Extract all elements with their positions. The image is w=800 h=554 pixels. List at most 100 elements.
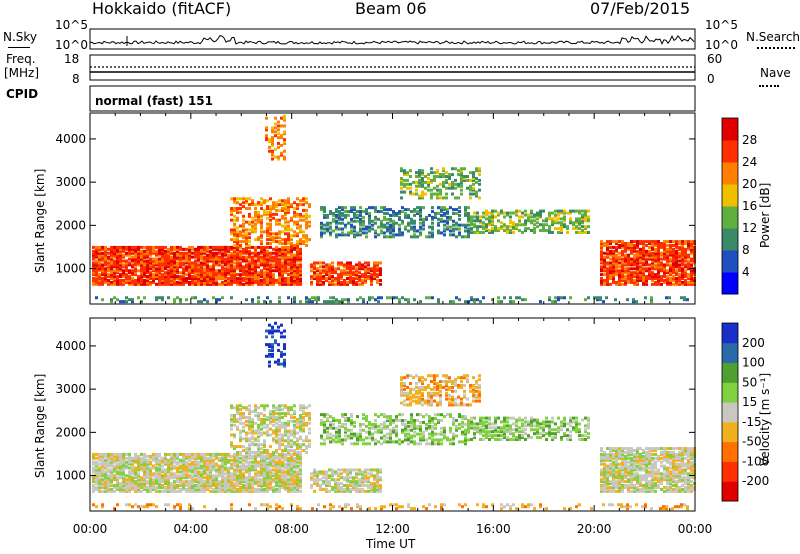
- echo-midnight-low: [340, 277, 343, 281]
- echo-ground-scatter: [509, 296, 512, 300]
- echo-midnight-low: [373, 273, 376, 277]
- echo-near-range: [260, 280, 263, 284]
- echo-evening: [660, 242, 663, 246]
- echo-near-range: [161, 476, 164, 480]
- echo-near-range: [296, 460, 299, 464]
- echo-central-band: [350, 223, 353, 227]
- echo-upper-patch: [460, 175, 463, 179]
- echo-rising-arc: [272, 216, 275, 220]
- echo-near-range: [269, 278, 272, 282]
- echo-near-range: [281, 452, 284, 456]
- power-colorbar-segment: [722, 206, 738, 229]
- echo-central-band: [452, 223, 455, 227]
- echo-midnight-low: [334, 277, 337, 281]
- echo-afternoon-band: [578, 217, 581, 221]
- echo-afternoon-band: [575, 209, 578, 213]
- echo-ground-scatter: [380, 296, 383, 300]
- echo-central-band: [338, 210, 341, 214]
- echo-near-range: [188, 245, 191, 249]
- echo-near-range: [95, 464, 98, 468]
- echo-afternoon-band: [494, 229, 497, 233]
- echo-near-range: [191, 464, 194, 468]
- echo-near-range: [269, 277, 272, 281]
- echo-rising-arc: [263, 450, 266, 454]
- echo-near-range: [281, 468, 284, 472]
- echo-near-range: [98, 257, 101, 261]
- echo-near-range: [146, 487, 149, 491]
- echo-near-range: [254, 487, 257, 491]
- echo-near-range: [164, 452, 167, 456]
- echo-near-range: [122, 462, 125, 466]
- echo-near-range: [287, 487, 290, 491]
- echo-near-range: [113, 271, 116, 275]
- echo-central-band: [383, 208, 386, 212]
- echo-near-range: [236, 462, 239, 466]
- echo-rising-arc: [308, 205, 311, 209]
- echo-evening: [612, 273, 615, 277]
- echo-near-range: [290, 474, 293, 478]
- echo-near-range: [128, 247, 131, 251]
- echo-near-range: [122, 255, 125, 259]
- echo-near-range: [161, 464, 164, 468]
- echo-rising-arc: [254, 222, 257, 226]
- echo-rising-arc: [248, 449, 251, 453]
- echo-near-range: [179, 478, 182, 482]
- echo-rising-arc: [233, 243, 236, 247]
- echo-rising-arc: [287, 238, 290, 242]
- echo-near-range: [236, 484, 239, 488]
- echo-near-range: [275, 474, 278, 478]
- echo-near-range: [269, 468, 272, 472]
- echo-near-range: [182, 273, 185, 277]
- echo-near-range: [170, 468, 173, 472]
- echo-evening: [660, 263, 663, 267]
- echo-high-range: [268, 140, 271, 144]
- echo-evening: [630, 247, 633, 251]
- echo-ground-scatter: [539, 300, 542, 304]
- echo-afternoon-band: [539, 223, 542, 227]
- echo-rising-arc: [293, 210, 296, 214]
- freq-panel-frame: [89, 54, 696, 81]
- echo-near-range: [266, 485, 269, 489]
- echo-upper-patch: [475, 180, 478, 184]
- echo-rising-arc: [269, 210, 272, 214]
- echo-near-range: [164, 462, 167, 466]
- echo-near-range: [281, 261, 284, 265]
- echo-near-range: [296, 484, 299, 488]
- echo-upper-patch: [442, 196, 445, 200]
- echo-ground-scatter: [293, 298, 296, 302]
- echo-upper-patch: [454, 182, 457, 186]
- echo-near-range: [119, 476, 122, 480]
- echo-rising-arc: [233, 433, 236, 437]
- echo-near-range: [95, 452, 98, 456]
- echo-ground-scatter: [512, 300, 515, 304]
- echo-central-band: [419, 208, 422, 212]
- echo-evening: [606, 243, 609, 247]
- echo-ground-scatter: [437, 298, 440, 302]
- echo-near-range: [197, 485, 200, 489]
- echo-near-range: [239, 472, 242, 476]
- echo-near-range: [101, 478, 104, 482]
- echo-evening: [666, 255, 669, 259]
- echo-rising-arc: [266, 425, 269, 429]
- echo-central-band: [386, 221, 389, 225]
- echo-near-range: [95, 487, 98, 491]
- echo-near-range: [119, 485, 122, 489]
- echo-near-range: [164, 263, 167, 267]
- echo-near-range: [95, 253, 98, 257]
- echo-near-range: [137, 480, 140, 484]
- echo-ground-scatter: [161, 298, 164, 302]
- echo-rising-arc: [269, 419, 272, 423]
- echo-near-range: [116, 458, 119, 462]
- echo-afternoon-band: [554, 209, 557, 213]
- echo-high-range: [274, 116, 277, 120]
- echo-central-band: [440, 210, 443, 214]
- echo-near-range: [218, 482, 221, 486]
- echo-rising-arc: [239, 408, 242, 412]
- echo-near-range: [239, 474, 242, 478]
- echo-afternoon-band: [521, 211, 524, 215]
- echo-rising-arc: [248, 423, 251, 427]
- echo-midnight-low: [346, 267, 349, 271]
- echo-near-range: [122, 454, 125, 458]
- echo-rising-arc: [299, 238, 302, 242]
- echo-rising-arc: [242, 214, 245, 218]
